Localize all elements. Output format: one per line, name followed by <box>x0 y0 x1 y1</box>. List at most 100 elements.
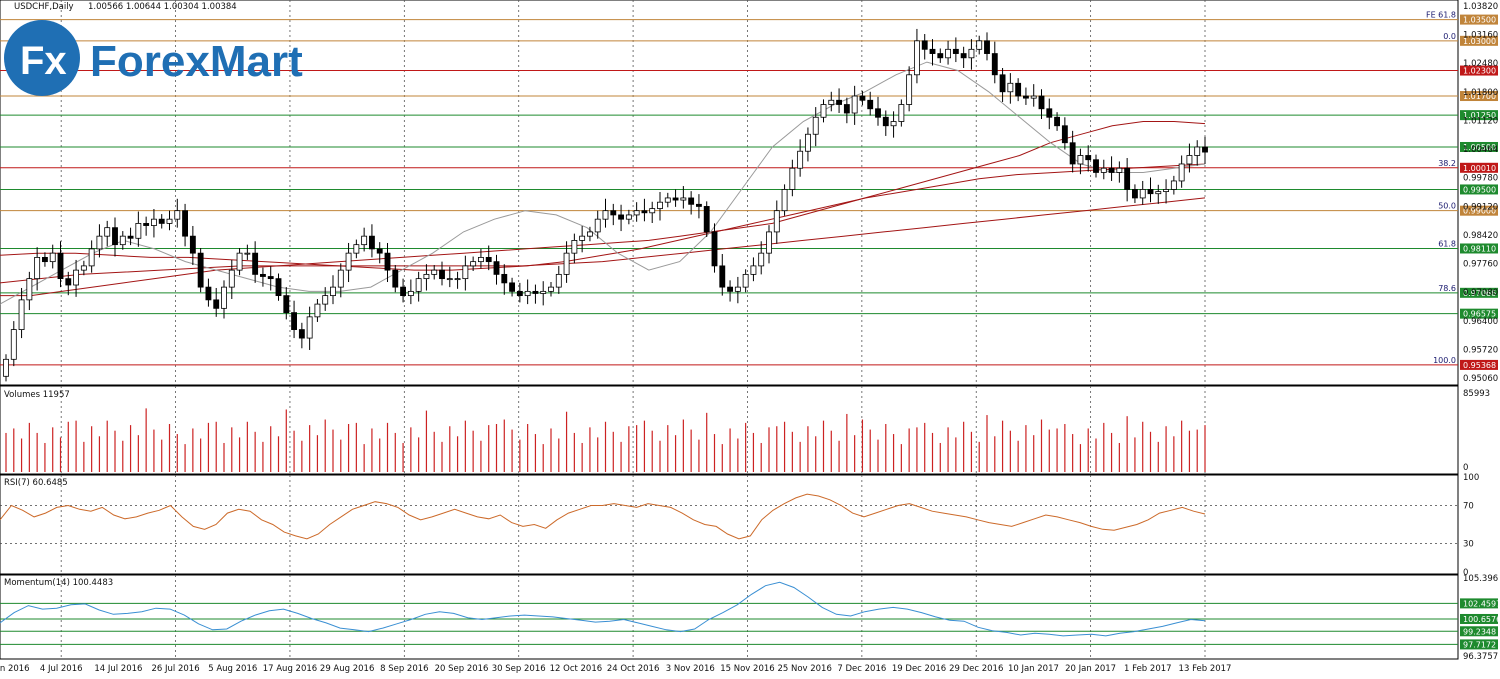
candle-body <box>259 273 266 277</box>
rsi-line <box>0 493 1206 540</box>
candle-body <box>275 278 282 297</box>
candle-body <box>431 269 438 275</box>
candle-body <box>657 201 663 209</box>
candle-body <box>322 295 329 305</box>
candle-body <box>509 282 516 292</box>
fib-level-label: 78.6 <box>1438 284 1456 293</box>
momentum-level-tag <box>1460 626 1498 637</box>
candle-body <box>345 252 352 271</box>
candle-body <box>586 231 593 237</box>
rsi-axis-label: 100 <box>1463 473 1479 483</box>
candle-body <box>298 329 305 339</box>
candle-body <box>742 273 749 288</box>
candle-body <box>34 256 41 280</box>
candle-body <box>485 256 492 263</box>
momentum-level-tag <box>1460 613 1498 624</box>
price-level-label: 1.00500 <box>1463 143 1496 152</box>
x-axis-label: 29 Aug 2016 <box>320 664 374 674</box>
candle-body <box>688 197 695 205</box>
candle-body <box>41 256 48 263</box>
candle-body <box>921 40 928 50</box>
candle-body <box>571 240 578 254</box>
candle-body <box>244 252 251 255</box>
candle-body <box>446 278 453 281</box>
candle-body <box>1100 167 1107 173</box>
x-axis-label: 19 Dec 2016 <box>892 664 946 674</box>
price-axis-label: 0.97760 <box>1463 260 1498 270</box>
candle-body <box>734 286 741 292</box>
fib-level-label: FE 61.8 <box>1426 11 1456 20</box>
price-axis-label: 0.99120 <box>1463 202 1498 212</box>
x-axis-label: 25 Nov 2016 <box>777 664 831 674</box>
candle-body <box>330 286 336 297</box>
candle-body <box>820 104 827 118</box>
candle-body <box>579 235 586 241</box>
logo-text: ForexMart <box>90 37 303 86</box>
x-axis-label: 5 Aug 2016 <box>208 664 257 674</box>
candle-layer <box>3 28 1208 382</box>
candle-body <box>610 210 617 216</box>
candle-body <box>797 150 804 169</box>
price-axis-label: 0.98420 <box>1463 231 1498 241</box>
candle-body <box>18 299 25 330</box>
candle-body <box>804 133 811 152</box>
momentum-axis-label: 99.2348 <box>1463 627 1496 636</box>
candle-body <box>135 223 142 239</box>
candle-body <box>789 167 796 190</box>
candle-body <box>960 53 967 59</box>
candle-body <box>392 269 399 288</box>
candle-body <box>1015 82 1022 97</box>
candle-body <box>221 286 227 309</box>
candle-body <box>945 48 952 59</box>
candle-body <box>1077 155 1084 165</box>
x-axis-label: 10 Jan 2017 <box>1008 664 1059 674</box>
candle-body <box>719 265 726 288</box>
x-axis-label: 12 Oct 2016 <box>550 664 603 674</box>
x-axis-label: 24 Oct 2016 <box>607 664 660 674</box>
candle-body <box>3 358 9 377</box>
momentum-level-tag <box>1460 639 1498 650</box>
momentum-axis-label: 100.6576 <box>1463 615 1500 624</box>
candle-body <box>291 312 298 330</box>
price-axis-label: 1.01800 <box>1463 88 1498 98</box>
candle-body <box>127 235 134 239</box>
price-axis-label: 1.00464 <box>1463 145 1498 155</box>
candle-body <box>1202 146 1208 153</box>
candle-body <box>1163 189 1170 192</box>
candle-body <box>984 40 990 54</box>
candle-body <box>664 197 671 203</box>
momentum-axis-label: 96.3757 <box>1463 652 1498 662</box>
candle-body <box>1139 189 1146 199</box>
candle-body <box>532 290 539 294</box>
candle-body <box>73 269 80 286</box>
candle-body <box>314 303 321 318</box>
candle-body <box>906 74 913 105</box>
price-level-label: 1.00010 <box>1463 164 1496 173</box>
price-panel-frame <box>0 0 1459 386</box>
candle-body <box>368 235 375 250</box>
volume-axis-label: 85993 <box>1463 389 1490 399</box>
rsi-axis-label: 30 <box>1463 540 1474 550</box>
candle-body <box>353 244 360 254</box>
forexmart-logo: Fx ForexMart <box>4 20 303 96</box>
price-axis-label: 0.96400 <box>1463 317 1498 327</box>
candle-body <box>563 252 570 275</box>
candle-body <box>112 227 118 246</box>
rsi-panel-frame <box>0 474 1459 575</box>
candle-body <box>384 252 391 271</box>
candle-body <box>618 214 625 220</box>
candle-body <box>1186 155 1193 165</box>
candle-body <box>462 265 469 280</box>
candle-body <box>555 273 562 288</box>
volume-panel-frame <box>0 385 1459 475</box>
candle-body <box>1093 159 1099 173</box>
price-level-label: 1.03500 <box>1463 16 1496 25</box>
candle-body <box>1155 191 1162 195</box>
candle-body <box>407 290 414 297</box>
candle-body <box>143 223 150 226</box>
candle-body <box>1194 146 1201 156</box>
price-level-tag <box>1460 91 1498 102</box>
fib-level-label: 61.8 <box>1438 239 1456 248</box>
candle-body <box>602 210 609 220</box>
